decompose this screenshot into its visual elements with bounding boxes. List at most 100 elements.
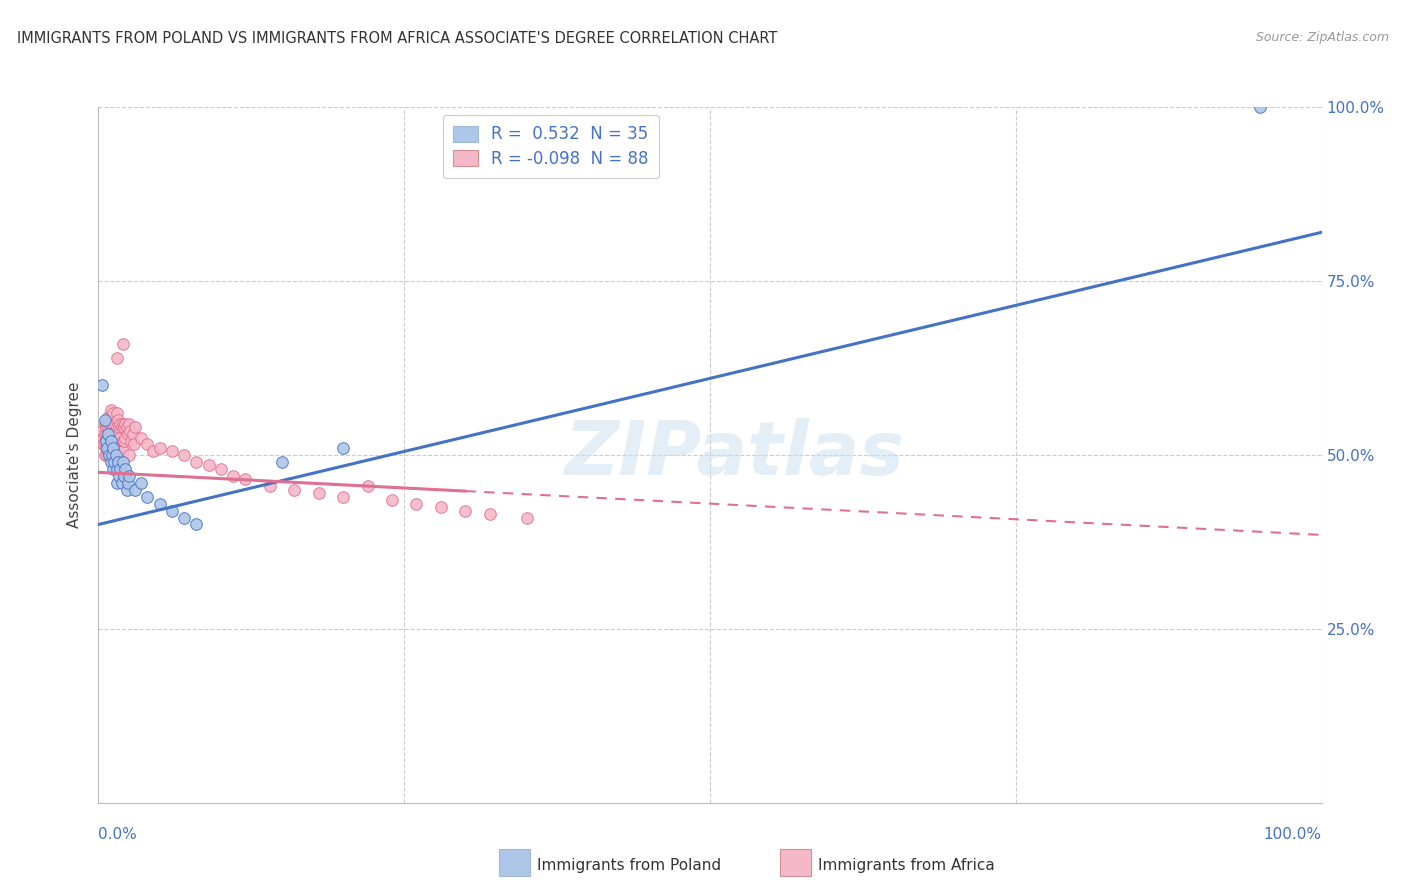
Point bbox=[1249, 100, 1271, 114]
Point bbox=[120, 434, 142, 448]
Point bbox=[104, 424, 127, 438]
Point bbox=[108, 434, 131, 448]
Text: IMMIGRANTS FROM POLAND VS IMMIGRANTS FROM AFRICA ASSOCIATE'S DEGREE CORRELATION : IMMIGRANTS FROM POLAND VS IMMIGRANTS FRO… bbox=[17, 31, 778, 46]
Point bbox=[98, 448, 121, 462]
Point bbox=[91, 378, 114, 392]
Point bbox=[117, 427, 139, 442]
Point bbox=[97, 444, 120, 458]
Point bbox=[101, 434, 124, 448]
Point bbox=[120, 424, 142, 438]
Point bbox=[111, 336, 134, 351]
Point bbox=[104, 448, 127, 462]
Point bbox=[186, 517, 208, 532]
Point bbox=[114, 431, 136, 445]
Point bbox=[103, 417, 125, 431]
Point bbox=[91, 431, 114, 445]
Point bbox=[111, 417, 134, 431]
Point bbox=[94, 431, 117, 445]
Point bbox=[91, 424, 114, 438]
Point bbox=[100, 455, 122, 469]
Point bbox=[105, 420, 128, 434]
Text: ZIPatlas: ZIPatlas bbox=[564, 418, 904, 491]
Point bbox=[283, 483, 305, 497]
Point bbox=[332, 490, 354, 504]
Point bbox=[111, 434, 134, 448]
Point bbox=[173, 448, 195, 462]
Point bbox=[233, 472, 256, 486]
Point bbox=[332, 441, 354, 455]
Point bbox=[108, 468, 131, 483]
Point bbox=[98, 431, 121, 445]
Point bbox=[105, 434, 128, 448]
Point bbox=[122, 437, 145, 451]
Point bbox=[97, 427, 120, 442]
Text: Source: ZipAtlas.com: Source: ZipAtlas.com bbox=[1256, 31, 1389, 45]
Point bbox=[101, 420, 124, 434]
Point bbox=[110, 462, 132, 476]
Point bbox=[110, 431, 132, 445]
Point bbox=[114, 462, 136, 476]
Point bbox=[101, 427, 124, 442]
Point bbox=[103, 431, 125, 445]
Point bbox=[124, 420, 146, 434]
Text: 0.0%: 0.0% bbox=[98, 827, 138, 841]
Point bbox=[101, 444, 124, 458]
Point bbox=[136, 437, 159, 451]
Point bbox=[107, 455, 129, 469]
Point bbox=[115, 420, 138, 434]
Point bbox=[96, 448, 118, 462]
Point bbox=[108, 420, 131, 434]
Point bbox=[104, 437, 127, 451]
Point bbox=[381, 493, 404, 508]
Point bbox=[105, 462, 128, 476]
Text: Immigrants from Poland: Immigrants from Poland bbox=[537, 858, 721, 872]
Point bbox=[101, 448, 124, 462]
Point bbox=[430, 500, 453, 514]
Point bbox=[94, 441, 117, 455]
Text: Immigrants from Africa: Immigrants from Africa bbox=[818, 858, 995, 872]
Point bbox=[98, 417, 121, 431]
Point bbox=[118, 468, 141, 483]
Point bbox=[96, 417, 118, 431]
Point bbox=[160, 444, 183, 458]
Point bbox=[105, 406, 128, 420]
Point bbox=[100, 448, 122, 462]
Point bbox=[356, 479, 378, 493]
Point bbox=[111, 455, 134, 469]
Point bbox=[222, 468, 245, 483]
Point bbox=[105, 351, 128, 365]
Point bbox=[209, 462, 232, 476]
Point bbox=[93, 413, 115, 427]
Point bbox=[118, 448, 141, 462]
Point bbox=[308, 486, 330, 500]
Point bbox=[98, 441, 121, 455]
Point bbox=[149, 441, 172, 455]
Point bbox=[96, 441, 118, 455]
Point bbox=[97, 420, 120, 434]
Point bbox=[111, 444, 134, 458]
Point bbox=[105, 444, 128, 458]
Point bbox=[112, 434, 135, 448]
Point bbox=[101, 437, 124, 451]
Point bbox=[111, 420, 134, 434]
Point bbox=[115, 483, 138, 497]
Point bbox=[100, 427, 122, 442]
Point bbox=[91, 437, 114, 451]
Point bbox=[96, 427, 118, 442]
Point bbox=[136, 490, 159, 504]
Legend: R =  0.532  N = 35, R = -0.098  N = 88: R = 0.532 N = 35, R = -0.098 N = 88 bbox=[443, 115, 659, 178]
Point bbox=[107, 427, 129, 442]
Point bbox=[270, 455, 294, 469]
Point bbox=[110, 417, 132, 431]
Point bbox=[118, 417, 141, 431]
Point bbox=[101, 462, 124, 476]
Point bbox=[96, 437, 118, 451]
Point bbox=[93, 427, 115, 442]
Point bbox=[186, 455, 208, 469]
Point bbox=[160, 503, 183, 517]
Point bbox=[112, 468, 135, 483]
Point bbox=[97, 434, 120, 448]
Point bbox=[101, 406, 124, 420]
Point bbox=[107, 413, 129, 427]
Point bbox=[124, 483, 146, 497]
